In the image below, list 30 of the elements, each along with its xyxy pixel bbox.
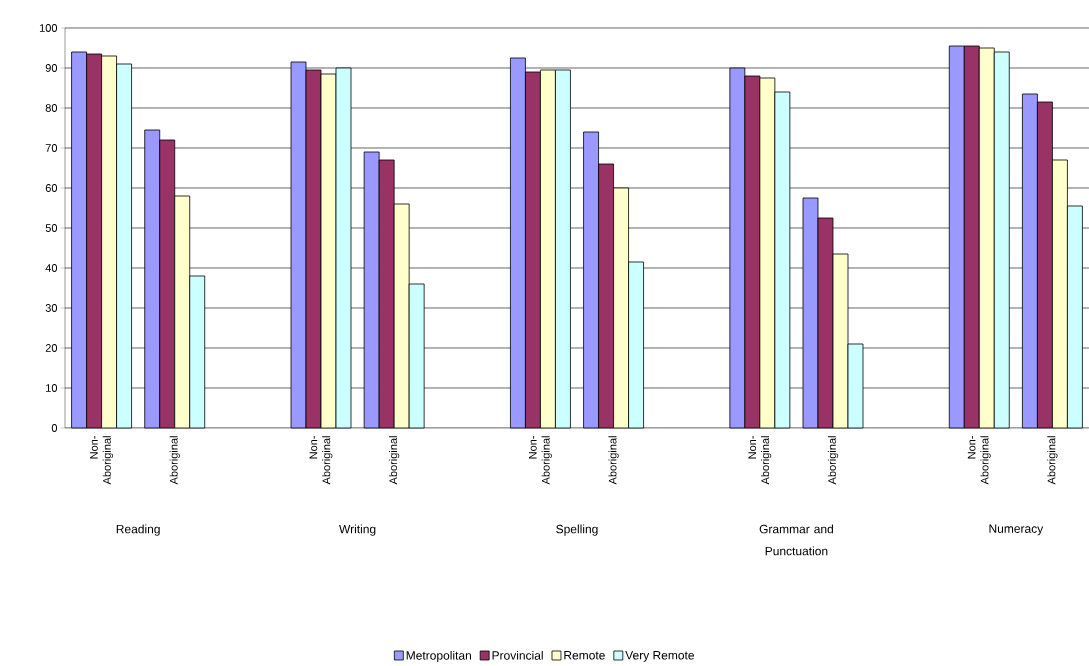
legend-label: Provincial [492,650,543,660]
x-tick-label: Non-Aboriginal [529,436,552,485]
x-tick-label: Non-Aboriginal [748,436,772,485]
y-tick-label: 0 [51,424,58,432]
text: Numeracy [989,524,1044,536]
text: Writing [339,524,376,536]
x-tick-label: Aboriginal [389,436,400,485]
x-tick-label: Aboriginal [608,436,619,485]
text: Reading [116,524,160,536]
y-tick-label: 80 [45,104,58,112]
y-tick-label: 50 [45,224,58,232]
legend-label: Very Remote [625,651,695,662]
y-tick-label: 70 [45,144,58,152]
y-tick-label: 60 [45,184,58,192]
y-tick-label: 30 [45,304,58,312]
x-tick-label: Aboriginal [1047,436,1058,485]
x-tick-label: Non-Aboriginal [309,436,333,485]
y-tick-label: 10 [46,384,58,392]
legend-label: Metropolitan [406,650,471,663]
x-tick-label: Non-Aboriginal [90,436,113,485]
y-tick-label: 40 [45,264,58,272]
y-tick-label: 100 [39,24,58,32]
text: Spelling [556,524,598,536]
legend-label: Remote [564,651,605,660]
text: Grammar and Punctuation [759,524,833,556]
x-tick-label: Aboriginal [169,436,180,485]
y-tick-label: 20 [45,344,58,352]
y-tick-label: 90 [45,64,58,72]
x-tick-label: Aboriginal [827,436,839,485]
x-tick-label: Non-Aboriginal [967,436,991,485]
